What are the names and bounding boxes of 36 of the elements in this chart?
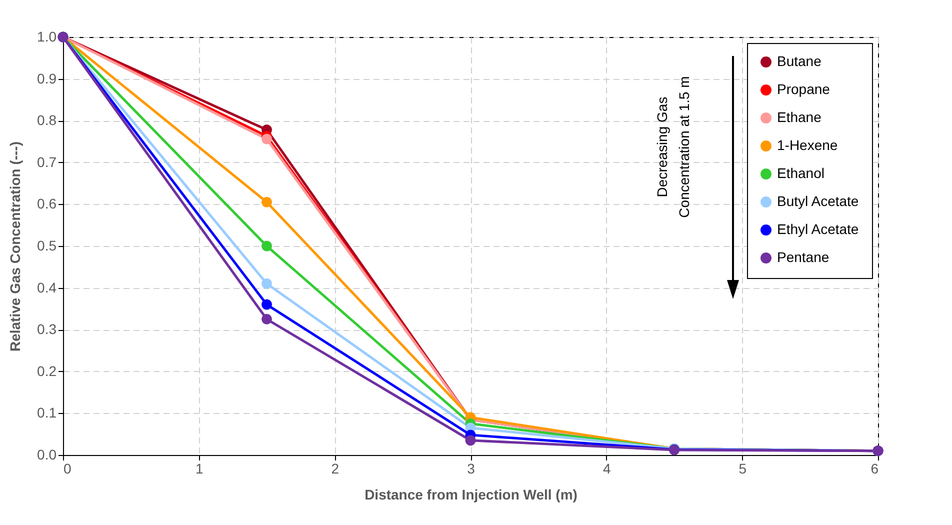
legend-label: Propane bbox=[777, 81, 830, 97]
legend-label: Butyl Acetate bbox=[777, 193, 859, 209]
y-tick-label: 1.0 bbox=[37, 28, 57, 44]
y-tick-label: 0.9 bbox=[37, 70, 57, 86]
point bbox=[262, 299, 272, 310]
y-axis-title: Relative Gas Concentration (---) bbox=[7, 141, 24, 352]
y-tick-label: 0.2 bbox=[37, 362, 57, 379]
point bbox=[262, 134, 272, 144]
x-tick-label: 6 bbox=[870, 460, 879, 476]
point bbox=[465, 435, 476, 446]
x-tick-label: 3 bbox=[467, 460, 476, 476]
x-tick-label: 4 bbox=[602, 460, 611, 476]
legend-label: Pentane bbox=[777, 249, 830, 265]
y-tick-label: 0.1 bbox=[37, 404, 57, 421]
point bbox=[262, 196, 272, 208]
legend-label: Ethanol bbox=[777, 165, 824, 181]
x-tick-label: 0 bbox=[64, 460, 72, 476]
y-tick-label: 0.3 bbox=[37, 321, 57, 338]
point bbox=[262, 314, 272, 324]
x-tick-label: 1 bbox=[195, 460, 204, 476]
y-tick-label: 0.4 bbox=[37, 279, 57, 296]
legend-label: Butane bbox=[777, 53, 822, 69]
x-axis-title: Distance from Injection Well (m) bbox=[364, 486, 578, 502]
annotation: Decreasing Gas Concentration at 1.5 m bbox=[654, 76, 692, 218]
y-tick-label: 0.6 bbox=[37, 196, 57, 212]
point bbox=[262, 278, 272, 289]
point bbox=[262, 240, 272, 252]
y-tick-label: 0.5 bbox=[37, 238, 57, 254]
legend-label: Ethane bbox=[777, 109, 822, 125]
y-tick-label: 0.8 bbox=[37, 112, 57, 128]
y-tick-label: 0.7 bbox=[37, 154, 57, 170]
y-tick-label: 0.0 bbox=[37, 446, 57, 462]
legend-label: 1-Hexene bbox=[777, 137, 838, 153]
x-tick-label: 5 bbox=[738, 460, 747, 476]
legend-label: Ethyl Acetate bbox=[777, 221, 859, 237]
x-tick-label: 2 bbox=[331, 460, 340, 476]
